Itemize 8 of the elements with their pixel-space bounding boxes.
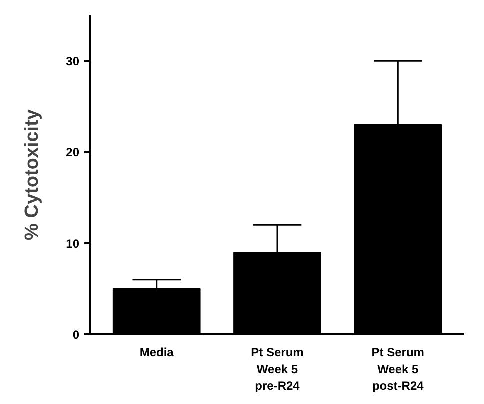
x-tick-label: Pt Serum Week 5 post-R24 <box>372 346 424 394</box>
y-tick-label: 10 <box>66 236 80 251</box>
y-tick-label: 20 <box>66 146 80 160</box>
y-axis-title: % Cytotoxicity <box>22 109 44 240</box>
x-tick-label: Pt Serum Week 5 pre-R24 <box>251 346 304 394</box>
x-tick-label: Media <box>140 346 174 360</box>
y-tick-label: 0 <box>72 328 80 342</box>
y-tick-label: 30 <box>66 54 80 69</box>
